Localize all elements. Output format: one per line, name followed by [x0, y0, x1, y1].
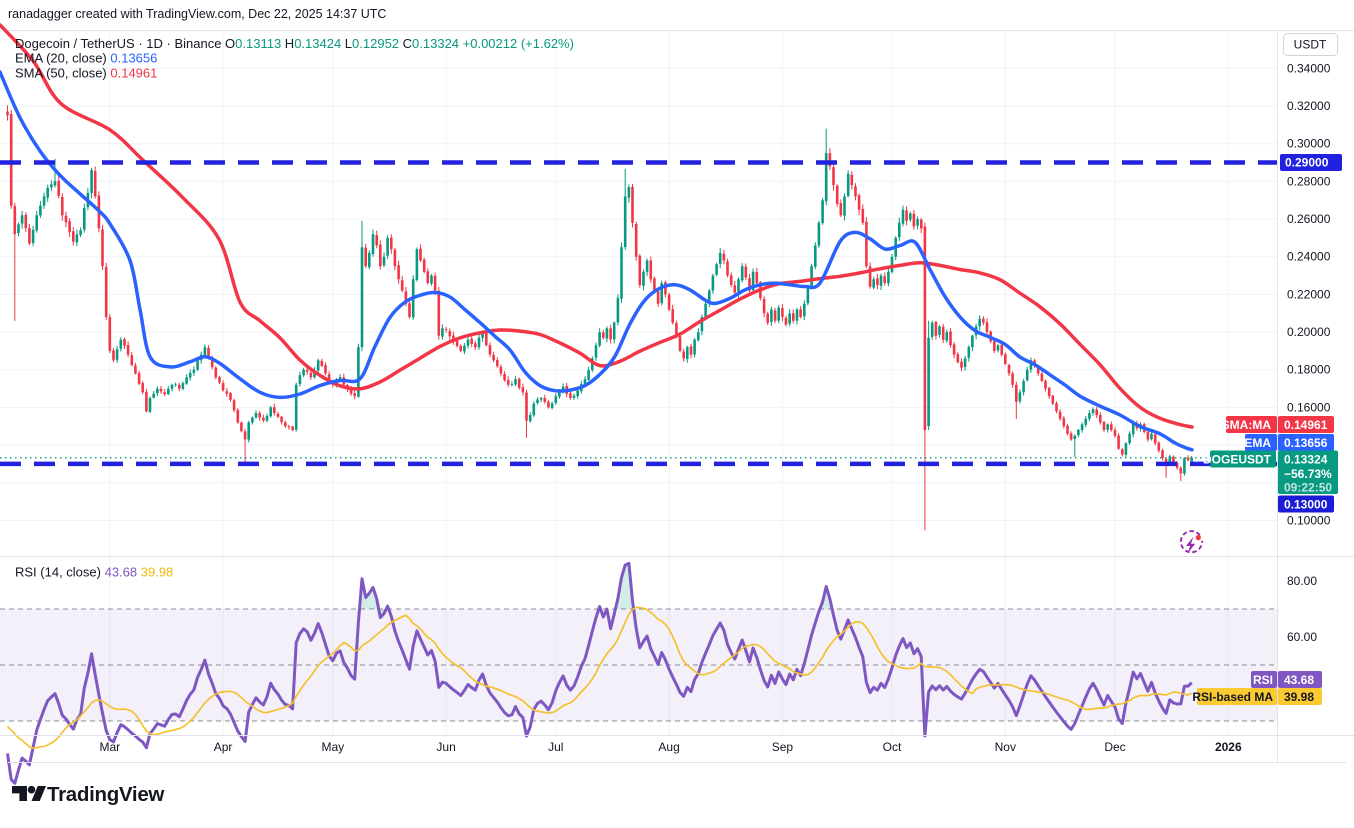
svg-text:Dogecoin / TetherUS · 1D · Bin: Dogecoin / TetherUS · 1D · Binance O0.13…: [15, 36, 574, 51]
svg-text:0.30000: 0.30000: [1287, 137, 1331, 151]
svg-text:RSI (14, close) 43.68 39.98: RSI (14, close) 43.68 39.98: [15, 565, 173, 580]
svg-text:Dec: Dec: [1104, 740, 1125, 754]
svg-text:Mar: Mar: [99, 740, 120, 754]
svg-text:RSI-based MA: RSI-based MA: [1192, 690, 1273, 704]
svg-text:Sep: Sep: [772, 740, 794, 754]
svg-text:0.16000: 0.16000: [1287, 400, 1331, 414]
svg-text:0.13324: 0.13324: [1284, 453, 1328, 467]
svg-text:0.14961: 0.14961: [1284, 418, 1328, 432]
svg-text:0.26000: 0.26000: [1287, 212, 1331, 226]
svg-text:−56.73%: −56.73%: [1284, 467, 1332, 481]
svg-text:Jun: Jun: [436, 740, 455, 754]
svg-text:RSI: RSI: [1253, 673, 1273, 687]
svg-text:0.10000: 0.10000: [1287, 514, 1331, 528]
svg-text:EMA: EMA: [1244, 436, 1271, 450]
svg-text:0.24000: 0.24000: [1287, 250, 1331, 264]
svg-text:09:22:50: 09:22:50: [1284, 481, 1332, 495]
svg-text:SMA (50, close) 0.14961: SMA (50, close) 0.14961: [15, 66, 157, 81]
svg-text:EMA (20, close) 0.13656: EMA (20, close) 0.13656: [15, 51, 157, 66]
svg-text:0.32000: 0.32000: [1287, 99, 1331, 113]
svg-text:43.68: 43.68: [1284, 673, 1314, 687]
svg-text:0.13656: 0.13656: [1284, 436, 1328, 450]
svg-text:0.28000: 0.28000: [1287, 174, 1331, 188]
svg-text:Nov: Nov: [995, 740, 1016, 754]
svg-text:39.98: 39.98: [1284, 690, 1314, 704]
svg-text:USDT: USDT: [1294, 38, 1327, 52]
svg-text:0.18000: 0.18000: [1287, 363, 1331, 377]
svg-text:SMA:MA: SMA:MA: [1222, 418, 1272, 432]
svg-text:Aug: Aug: [658, 740, 679, 754]
svg-text:0.13000: 0.13000: [1284, 498, 1328, 512]
svg-text:0.20000: 0.20000: [1287, 325, 1331, 339]
svg-text:0.34000: 0.34000: [1287, 61, 1331, 75]
svg-text:DOGEUSDT: DOGEUSDT: [1203, 453, 1272, 467]
svg-text:0.29000: 0.29000: [1285, 156, 1329, 170]
svg-text:ranadagger created with Tradin: ranadagger created with TradingView.com,…: [8, 7, 386, 21]
svg-text:2026: 2026: [1215, 740, 1242, 754]
svg-text:Apr: Apr: [214, 740, 233, 754]
svg-text:0.22000: 0.22000: [1287, 287, 1331, 301]
svg-text:Jul: Jul: [548, 740, 563, 754]
svg-text:Oct: Oct: [883, 740, 902, 754]
svg-text:60.00: 60.00: [1287, 630, 1317, 644]
svg-text:TradingView: TradingView: [47, 783, 164, 806]
svg-text:May: May: [321, 740, 344, 754]
svg-text:80.00: 80.00: [1287, 574, 1317, 588]
